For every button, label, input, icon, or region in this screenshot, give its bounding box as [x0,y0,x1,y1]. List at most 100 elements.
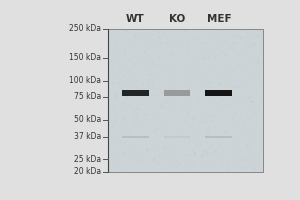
Point [136,121,141,124]
Point [192,152,197,155]
Point [231,85,236,88]
Point [118,138,122,141]
Point [230,46,235,49]
Point [242,121,247,124]
Point [231,46,236,49]
Point [118,66,123,70]
Point [235,34,239,37]
Point [161,87,166,90]
Point [246,96,251,99]
Point [255,57,260,60]
Bar [122,136,148,138]
Point [184,74,188,77]
Point [124,105,129,108]
Point [162,106,167,109]
Point [115,114,120,118]
Point [139,88,144,91]
Point [225,129,230,132]
Point [214,147,219,150]
Point [231,35,236,38]
Point [201,57,206,60]
Point [200,154,205,157]
Point [203,134,208,137]
Point [244,40,249,44]
Text: 100 kDa: 100 kDa [69,76,101,85]
Text: 75 kDa: 75 kDa [74,92,101,101]
Point [163,101,168,104]
Point [153,128,158,131]
Point [159,104,164,108]
Point [201,119,206,122]
Point [110,103,115,106]
Point [232,111,237,114]
Bar [122,90,148,96]
Text: WT: WT [126,14,145,24]
Point [158,91,163,94]
Point [109,58,113,61]
Point [252,165,256,169]
Point [199,41,204,44]
Point [117,53,122,56]
Point [258,45,263,48]
Point [133,32,138,35]
Point [146,54,151,57]
Point [231,42,236,45]
Point [186,62,191,66]
Point [136,155,141,158]
Point [220,50,225,53]
Point [174,61,179,65]
Point [124,30,128,33]
Point [186,136,191,139]
Point [232,43,237,46]
Point [121,53,126,56]
Point [256,59,261,62]
Point [255,61,260,64]
Text: 37 kDa: 37 kDa [74,132,101,141]
Point [208,118,213,121]
Point [121,152,125,155]
Point [223,38,227,41]
Point [219,81,224,85]
Point [157,105,162,108]
Point [213,149,218,152]
Point [124,95,129,99]
Point [208,161,213,164]
Point [151,82,156,86]
Point [150,60,155,63]
Point [194,78,199,81]
Point [155,31,160,35]
Point [160,102,165,106]
Point [204,115,209,118]
Point [194,140,199,143]
Point [134,106,139,109]
Point [140,27,145,30]
Text: 25 kDa: 25 kDa [74,155,101,164]
Point [257,28,262,32]
Point [223,54,228,57]
Point [247,95,252,98]
Point [171,141,176,145]
Point [223,52,228,56]
Point [124,71,129,74]
Point [146,80,151,83]
Point [215,95,220,98]
Point [245,158,250,161]
Point [187,87,192,90]
Point [166,149,171,152]
Point [177,135,182,138]
Point [164,146,169,149]
Point [208,35,213,38]
Point [169,51,174,54]
Point [232,159,237,163]
Point [124,95,129,99]
Point [136,103,141,106]
Point [214,118,218,121]
Point [164,155,169,159]
Point [137,31,142,35]
Point [212,113,216,117]
Point [141,159,146,162]
Point [214,135,219,138]
Point [242,156,247,159]
Point [112,109,117,113]
Point [204,151,209,154]
